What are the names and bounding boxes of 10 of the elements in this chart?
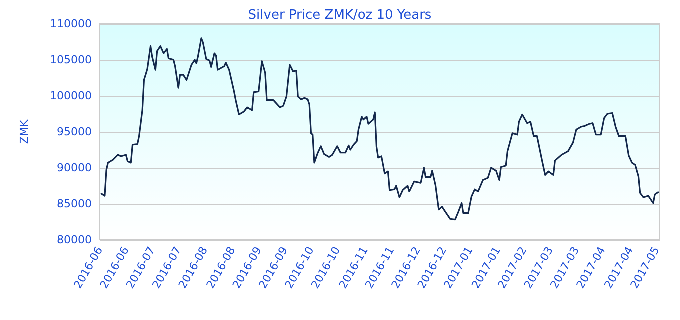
y-tick-label: 110000 xyxy=(50,18,92,30)
y-tick-label: 90000 xyxy=(57,162,92,174)
chart-title: Silver Price ZMK/oz 10 Years xyxy=(248,8,432,23)
y-tick-label: 105000 xyxy=(50,54,92,66)
y-tick-label: 95000 xyxy=(57,126,92,138)
y-tick-label: 100000 xyxy=(50,90,92,102)
y-tick-label: 85000 xyxy=(57,198,92,210)
y-tick-label: 80000 xyxy=(57,234,92,246)
line-series xyxy=(100,38,660,221)
y-axis-title: ZMK xyxy=(18,119,31,144)
